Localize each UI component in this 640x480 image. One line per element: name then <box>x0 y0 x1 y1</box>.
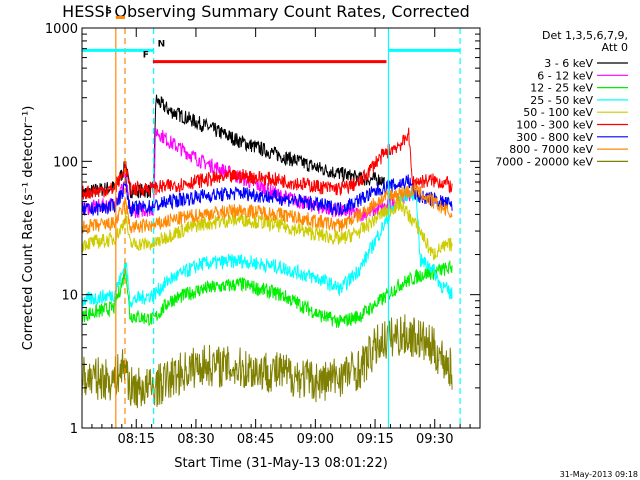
chart-title: HESSI Observing Summary Count Rates, Cor… <box>62 2 470 21</box>
x-tick-label-2: 08:45 <box>237 432 274 447</box>
legend-label-4: 50 - 100 keV <box>523 106 593 119</box>
series-line-2 <box>82 259 453 328</box>
legend-label-3: 25 - 50 keV <box>530 94 593 107</box>
x-tick-label-0: 08:15 <box>118 432 155 447</box>
series-line-7 <box>82 184 453 234</box>
series-line-6 <box>82 174 453 218</box>
y-tick-label-2: 100 <box>53 155 78 170</box>
legend-header-1: Att 0 <box>602 41 628 54</box>
legend-label-7: 800 - 7000 keV <box>509 143 593 156</box>
timestamp-stamp: 31-May-2013 09:18 <box>560 470 638 479</box>
y-axis-label: Corrected Count Rate (s⁻¹ detector⁻¹) <box>21 106 36 351</box>
flag-layer: S NF <box>82 6 461 64</box>
series-line-4 <box>82 196 453 261</box>
y-tick-label-1: 10 <box>61 289 78 304</box>
axis-layer: 08:15 08:30 08:45 09:00 09:15 09:30 1 10 100 1000 <box>45 22 481 447</box>
y-tick-label-3: 1000 <box>45 22 78 37</box>
y-tick-label-0: 1 <box>70 422 78 437</box>
legend-label-0: 3 - 6 keV <box>544 57 593 70</box>
x-axis-label: Start Time (31-May-13 08:01:22) <box>174 456 388 471</box>
x-tick-label-3: 09:00 <box>297 432 334 447</box>
flag-label-1: N <box>158 39 166 49</box>
series-line-5 <box>82 127 453 200</box>
marker-layer <box>115 28 461 428</box>
x-tick-label-1: 08:30 <box>177 432 214 447</box>
flag-label-3: F <box>143 51 149 61</box>
legend-label-8: 7000 - 20000 keV <box>495 155 593 168</box>
legend-label-6: 300 - 800 keV <box>516 131 593 144</box>
legend-label-5: 100 - 300 keV <box>516 119 593 132</box>
legend-label-1: 6 - 12 keV <box>537 69 593 82</box>
legend-label-2: 12 - 25 keV <box>530 82 593 95</box>
series-layer <box>82 94 453 409</box>
x-tick-label-4: 09:15 <box>356 432 393 447</box>
legend-header-0: Det 1,3,5,6,7,9, <box>542 29 628 42</box>
series-line-8 <box>82 314 453 409</box>
x-tick-label-5: 09:30 <box>416 432 453 447</box>
flag-label-0: S <box>105 6 111 16</box>
